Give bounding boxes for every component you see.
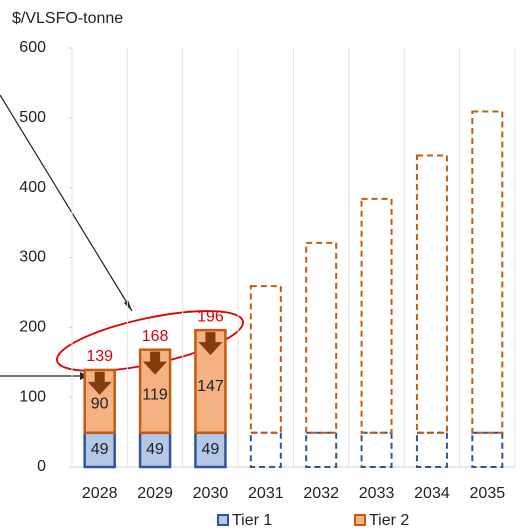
y-tick-label: 600: [19, 39, 46, 56]
y-tick-label: 500: [19, 109, 46, 126]
y-tick-label: 200: [19, 319, 46, 336]
down-arrow: [87, 371, 112, 395]
bar-segment: [415, 154, 448, 434]
data-label: 49: [91, 441, 109, 458]
bar-segment: [415, 431, 448, 469]
bar-segment: [305, 431, 338, 469]
data-label: 49: [202, 441, 220, 458]
pointer-line: [0, 94, 133, 312]
y-tick-label: 400: [19, 179, 46, 196]
bar-segment: [360, 431, 393, 469]
bar-segment: [249, 431, 282, 469]
y-tick-label: 300: [19, 249, 46, 266]
x-tick-label: 2033: [359, 485, 395, 502]
y-tick-label: 0: [37, 458, 46, 475]
legend-swatch: [217, 514, 229, 526]
bar-segment: [360, 197, 393, 434]
x-tick-label: 2032: [303, 485, 339, 502]
legend-swatch: [354, 514, 366, 526]
y-tick-label: 100: [19, 388, 46, 405]
y-axis-label: $/VLSFO-tonne: [12, 10, 123, 27]
bar-segment: [471, 110, 504, 434]
total-label: 139: [86, 348, 113, 365]
x-tick-label: 2034: [414, 485, 450, 502]
data-label: 119: [142, 387, 168, 404]
bar-segment: [471, 431, 504, 469]
data-label: 147: [197, 378, 224, 395]
bar-segment: [305, 241, 338, 434]
x-tick-label: 2028: [82, 485, 118, 502]
data-label: 90: [91, 396, 109, 413]
legend-label: Tier 1: [232, 512, 272, 529]
x-tick-label: 2035: [470, 485, 506, 502]
down-arrow: [143, 351, 168, 375]
data-label: 49: [146, 441, 164, 458]
legend-label: Tier 2: [369, 512, 409, 529]
down-arrow: [198, 332, 223, 356]
x-tick-label: 2030: [193, 485, 229, 502]
bar-segment: [83, 368, 116, 435]
x-tick-label: 2031: [248, 485, 284, 502]
pointer-head: [124, 300, 132, 311]
x-tick-label: 2029: [137, 485, 173, 502]
total-label: 196: [197, 308, 224, 325]
total-label: 168: [142, 328, 169, 345]
bar-segment: [138, 431, 172, 469]
bar-segment: [249, 285, 282, 434]
